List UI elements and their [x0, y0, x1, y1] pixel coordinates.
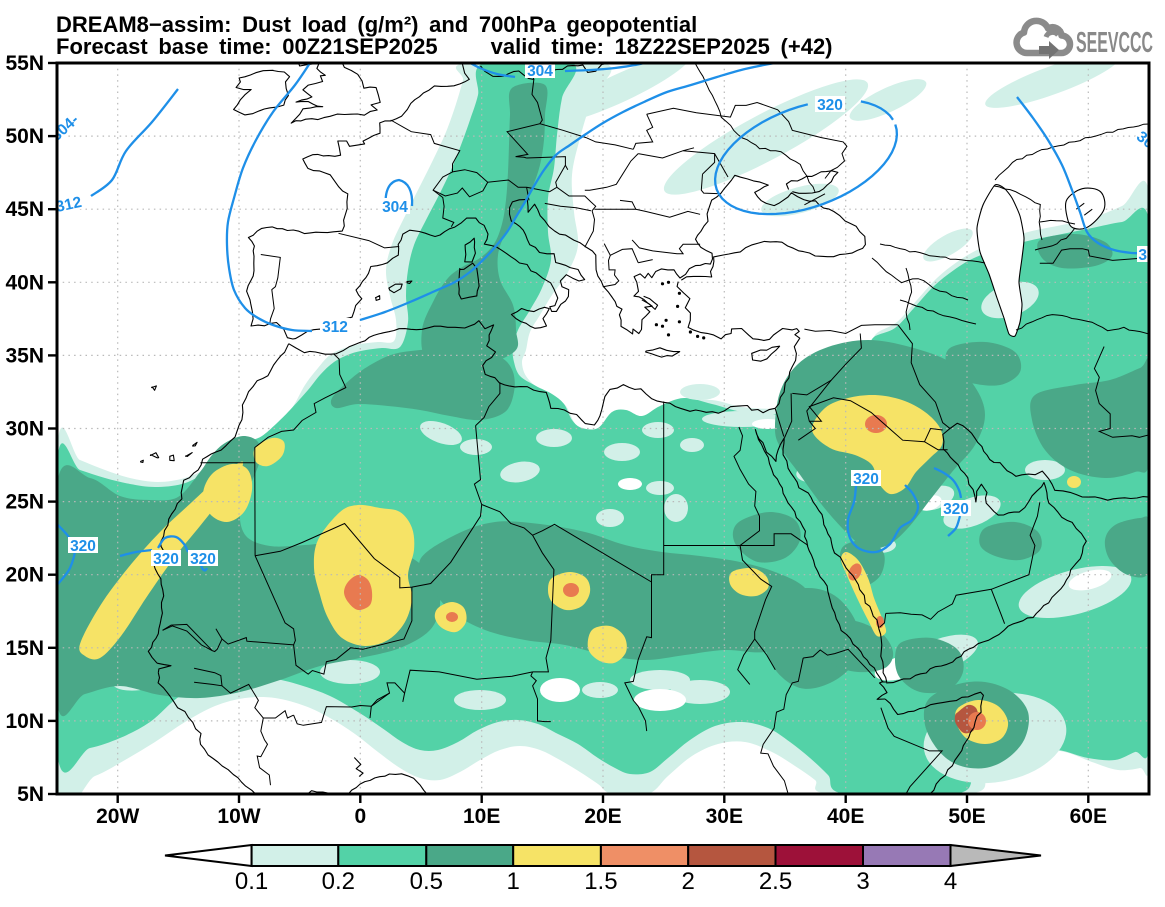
- svg-text:15N: 15N: [5, 637, 44, 660]
- svg-text:312: 312: [322, 319, 348, 336]
- svg-text:20E: 20E: [584, 805, 621, 828]
- svg-text:320: 320: [153, 551, 179, 568]
- svg-text:40N: 40N: [5, 271, 44, 294]
- svg-text:10E: 10E: [463, 805, 500, 828]
- svg-text:Forecast base time: 00Z21SEP20: Forecast base time: 00Z21SEP2025 valid t…: [56, 34, 833, 59]
- svg-text:0.5: 0.5: [410, 868, 443, 895]
- svg-text:30E: 30E: [706, 805, 743, 828]
- svg-text:2.5: 2.5: [759, 868, 792, 895]
- svg-text:0.1: 0.1: [235, 868, 268, 895]
- svg-text:50N: 50N: [5, 125, 44, 148]
- svg-text:35N: 35N: [5, 344, 44, 367]
- svg-text:320: 320: [70, 538, 96, 555]
- svg-text:1: 1: [507, 868, 520, 895]
- svg-text:31: 31: [1138, 247, 1156, 264]
- svg-text:0.2: 0.2: [322, 868, 355, 895]
- svg-text:50E: 50E: [948, 805, 985, 828]
- svg-text:1.5: 1.5: [584, 868, 617, 895]
- svg-text:SEEVCCC: SEEVCCC: [1076, 27, 1153, 59]
- svg-text:320: 320: [943, 501, 969, 518]
- svg-text:20W: 20W: [96, 805, 139, 828]
- svg-text:10N: 10N: [5, 710, 44, 733]
- svg-text:60E: 60E: [1070, 805, 1107, 828]
- svg-text:2: 2: [682, 868, 695, 895]
- svg-text:55N: 55N: [5, 52, 44, 75]
- svg-text:4: 4: [944, 868, 957, 895]
- svg-text:20N: 20N: [5, 564, 44, 587]
- svg-text:-312: -312: [49, 194, 83, 217]
- svg-text:304: 304: [382, 199, 408, 216]
- svg-text:320: 320: [190, 551, 216, 568]
- svg-text:25N: 25N: [5, 491, 44, 514]
- svg-text:5N: 5N: [17, 783, 44, 806]
- svg-text:3: 3: [856, 868, 869, 895]
- svg-text:0: 0: [354, 805, 366, 828]
- svg-text:30N: 30N: [5, 418, 44, 441]
- svg-text:40E: 40E: [827, 805, 864, 828]
- svg-text:45N: 45N: [5, 198, 44, 221]
- svg-text:304: 304: [527, 63, 553, 80]
- svg-text:10W: 10W: [217, 805, 260, 828]
- svg-text:320: 320: [853, 471, 879, 488]
- svg-text:320: 320: [817, 97, 843, 114]
- svg-text:DREAM8−assim: Dust load (g/m²): DREAM8−assim: Dust load (g/m²) and 700hP…: [56, 12, 697, 37]
